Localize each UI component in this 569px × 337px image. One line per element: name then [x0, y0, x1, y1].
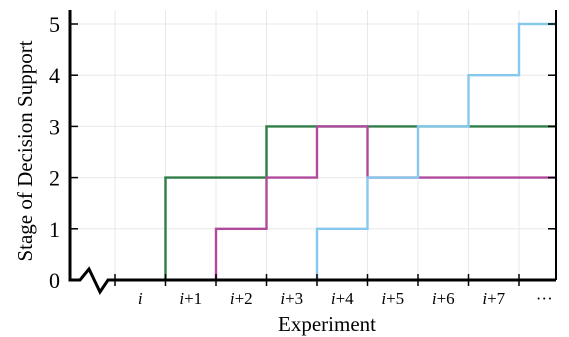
- series-line-2: [115, 125, 556, 282]
- axes: [68, 10, 557, 296]
- x-tick-label: i+6: [432, 289, 455, 308]
- y-tick-label: 1: [49, 217, 60, 242]
- y-axis-label: Stage of Decision Support: [13, 40, 37, 261]
- y-tick-label: 5: [49, 12, 60, 37]
- y-tick-labels: 0 1 2 3 4 5: [49, 12, 60, 293]
- series-line-3: [115, 22, 556, 282]
- series-layer: [115, 22, 556, 282]
- x-tick-label: i+5: [381, 289, 404, 308]
- x-tick-label: i+3: [280, 289, 303, 308]
- x-tick-label: i+2: [230, 289, 253, 308]
- x-tick-label: ···: [536, 289, 553, 308]
- y-tick-label: 0: [49, 268, 60, 293]
- y-tick-label: 3: [49, 114, 60, 139]
- x-axis-line: [68, 266, 556, 296]
- series-line-1: [115, 125, 556, 282]
- x-tick-label: i+7: [482, 289, 505, 308]
- x-tick-label: i+4: [331, 289, 354, 308]
- x-tick-label: i+1: [179, 289, 202, 308]
- x-tick-label: i: [138, 289, 143, 308]
- y-tick-label: 2: [49, 166, 60, 191]
- y-tick-label: 4: [49, 63, 60, 88]
- grid: [70, 10, 556, 280]
- x-tick-labels: i i+1 i+2 i+3 i+4 i+5 i+6 i+7 ···: [138, 289, 553, 308]
- x-axis-label: Experiment: [278, 312, 376, 336]
